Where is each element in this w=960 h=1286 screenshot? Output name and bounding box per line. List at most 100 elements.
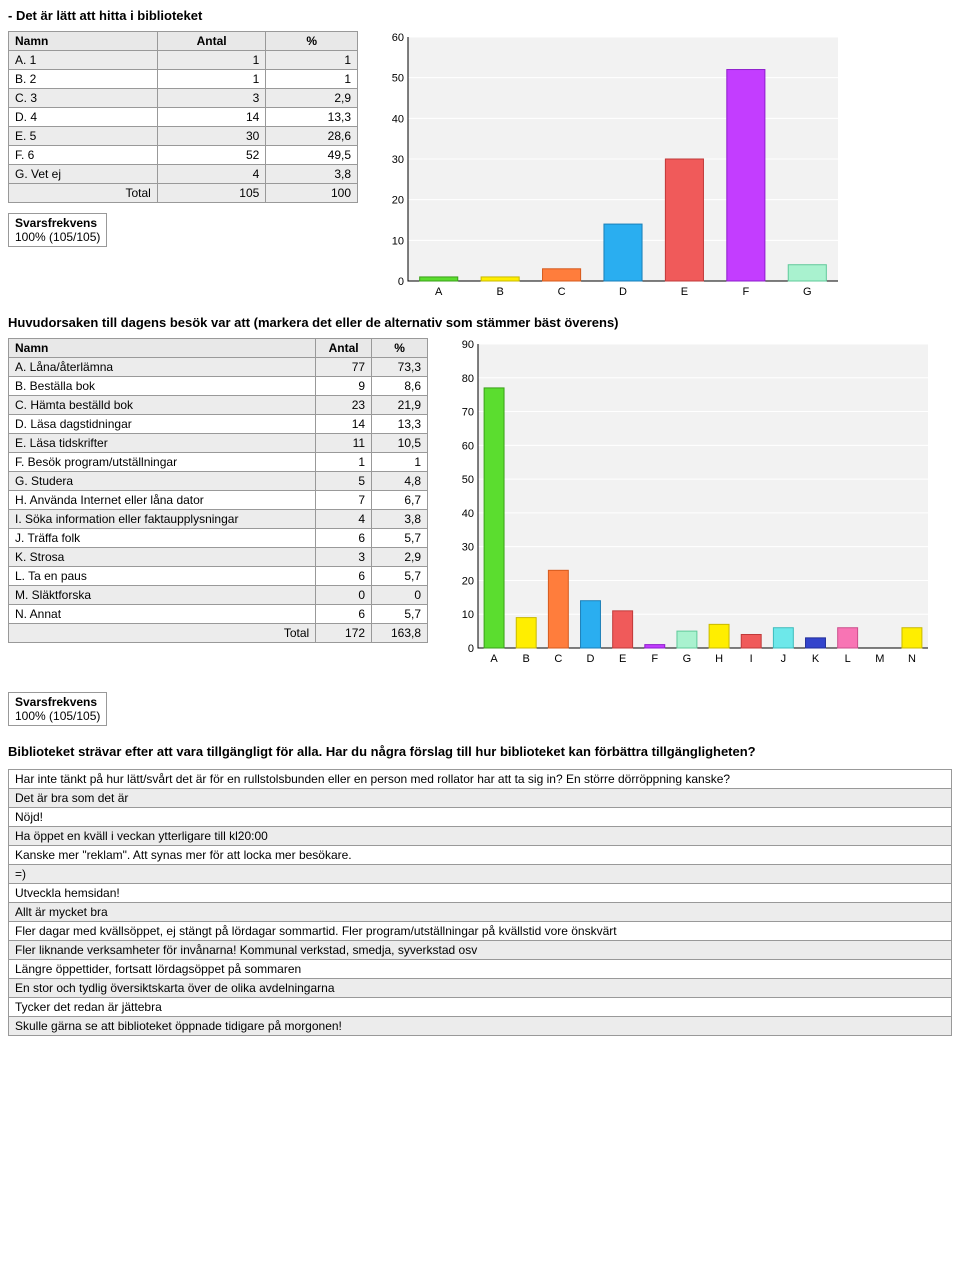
table-cell: 10,5 <box>372 434 428 453</box>
table-cell: 30 <box>157 127 265 146</box>
table-cell: F. Besök program/utställningar <box>9 453 316 472</box>
response-cell: Fler liknande verksamheter för invånarna… <box>9 941 952 960</box>
table-cell: E. Läsa tidskrifter <box>9 434 316 453</box>
section2-chart: 0102030405060708090ABCDEFGHIJKLMN <box>444 338 934 668</box>
table-cell: C. 3 <box>9 89 158 108</box>
svg-text:L: L <box>845 653 851 665</box>
svg-text:A: A <box>490 653 498 665</box>
response-cell: Ha öppet en kväll i veckan ytterligare t… <box>9 827 952 846</box>
table-cell: 1 <box>157 70 265 89</box>
table-cell: 8,6 <box>372 377 428 396</box>
table-cell: 1 <box>266 51 358 70</box>
svg-text:D: D <box>619 286 627 298</box>
table-cell: 1 <box>157 51 265 70</box>
svg-text:20: 20 <box>462 575 474 587</box>
svg-text:A: A <box>435 286 443 298</box>
svg-text:10: 10 <box>392 235 404 247</box>
section1-chart: 0102030405060ABCDEFG <box>374 31 844 301</box>
table-cell: C. Hämta beställd bok <box>9 396 316 415</box>
table-cell: B. Beställa bok <box>9 377 316 396</box>
response-cell: Längre öppettider, fortsatt lördagsöppet… <box>9 960 952 979</box>
svg-text:M: M <box>875 653 884 665</box>
table-cell: 2,9 <box>266 89 358 108</box>
table-cell: 3 <box>316 548 372 567</box>
table-cell: M. Släktforska <box>9 586 316 605</box>
svg-text:G: G <box>803 286 812 298</box>
svg-text:0: 0 <box>398 276 404 288</box>
column-header: % <box>372 339 428 358</box>
table-cell: 1 <box>372 453 428 472</box>
table-cell: 28,6 <box>266 127 358 146</box>
svg-text:80: 80 <box>462 373 474 385</box>
svg-text:H: H <box>715 653 723 665</box>
table-cell: F. 6 <box>9 146 158 165</box>
table-cell: I. Söka information eller faktaupplysnin… <box>9 510 316 529</box>
table-cell: J. Träffa folk <box>9 529 316 548</box>
table-cell: 6 <box>316 529 372 548</box>
table-total-cell: 105 <box>157 184 265 203</box>
svg-text:D: D <box>587 653 595 665</box>
svg-text:30: 30 <box>392 154 404 166</box>
table-cell: 23 <box>316 396 372 415</box>
section1-svarsfrekvens: Svarsfrekvens 100% (105/105) <box>8 213 107 247</box>
response-cell: Nöjd! <box>9 808 952 827</box>
table-cell: 4,8 <box>372 472 428 491</box>
svg-text:C: C <box>554 653 562 665</box>
response-cell: Tycker det redan är jättebra <box>9 998 952 1017</box>
svg-text:N: N <box>908 653 916 665</box>
table-cell: 73,3 <box>372 358 428 377</box>
svg-text:90: 90 <box>462 339 474 351</box>
table-cell: 6 <box>316 567 372 586</box>
section3-responses: Har inte tänkt på hur lätt/svårt det är … <box>8 769 952 1036</box>
response-cell: En stor och tydlig översiktskarta över d… <box>9 979 952 998</box>
table-cell: 3 <box>157 89 265 108</box>
svg-text:I: I <box>750 653 753 665</box>
svg-text:G: G <box>683 653 692 665</box>
table-cell: 13,3 <box>372 415 428 434</box>
svg-text:50: 50 <box>462 474 474 486</box>
table-total-cell: 100 <box>266 184 358 203</box>
svg-text:F: F <box>651 653 658 665</box>
table-total-cell: Total <box>9 624 316 643</box>
svg-text:60: 60 <box>462 440 474 452</box>
table-cell: 77 <box>316 358 372 377</box>
table-cell: 52 <box>157 146 265 165</box>
table-cell: 6,7 <box>372 491 428 510</box>
table-cell: 5 <box>316 472 372 491</box>
table-cell: 49,5 <box>266 146 358 165</box>
table-cell: 5,7 <box>372 529 428 548</box>
table-cell: 11 <box>316 434 372 453</box>
svg-text:B: B <box>523 653 530 665</box>
svg-text:F: F <box>742 286 749 298</box>
svg-text:0: 0 <box>468 643 474 655</box>
table-cell: 9 <box>316 377 372 396</box>
svg-text:C: C <box>558 286 566 298</box>
response-cell: Det är bra som det är <box>9 789 952 808</box>
column-header: Antal <box>316 339 372 358</box>
svg-text:E: E <box>681 286 688 298</box>
column-header: % <box>266 32 358 51</box>
section1-title: - Det är lätt att hitta i biblioteket <box>8 8 952 23</box>
table-cell: 14 <box>316 415 372 434</box>
column-header: Namn <box>9 32 158 51</box>
table-cell: 1 <box>266 70 358 89</box>
svg-text:B: B <box>496 286 503 298</box>
table-cell: 5,7 <box>372 605 428 624</box>
table-total-cell: Total <box>9 184 158 203</box>
svg-text:50: 50 <box>392 73 404 85</box>
table-cell: D. Läsa dagstidningar <box>9 415 316 434</box>
table-cell: 7 <box>316 491 372 510</box>
table-cell: N. Annat <box>9 605 316 624</box>
table-cell: A. 1 <box>9 51 158 70</box>
table-cell: 4 <box>157 165 265 184</box>
table-cell: L. Ta en paus <box>9 567 316 586</box>
table-cell: 2,9 <box>372 548 428 567</box>
table-cell: G. Vet ej <box>9 165 158 184</box>
table-cell: B. 2 <box>9 70 158 89</box>
svg-text:E: E <box>619 653 626 665</box>
response-cell: Skulle gärna se att biblioteket öppnade … <box>9 1017 952 1036</box>
svg-text:70: 70 <box>462 407 474 419</box>
table-cell: 1 <box>316 453 372 472</box>
column-header: Namn <box>9 339 316 358</box>
svg-text:40: 40 <box>392 113 404 125</box>
